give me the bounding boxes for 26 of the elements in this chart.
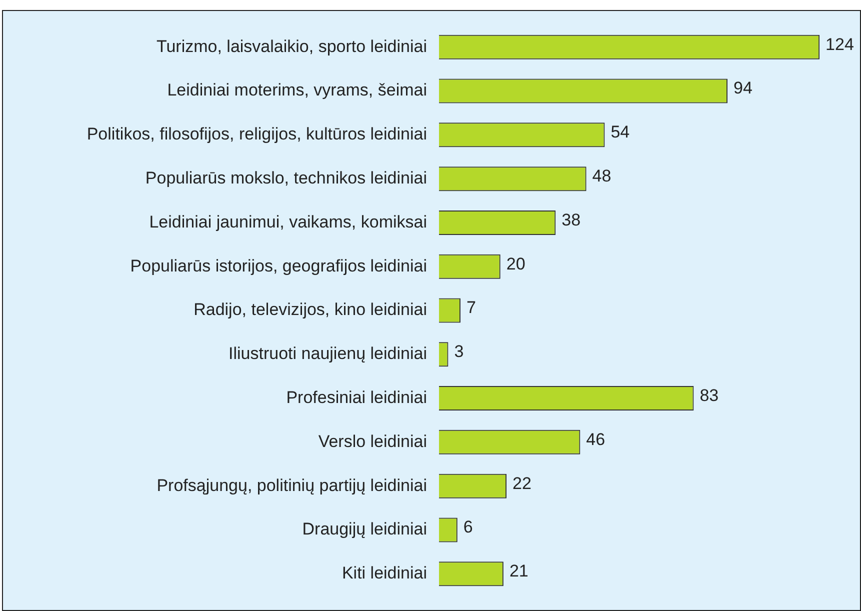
y-tick-label: Kiti leidiniai: [342, 564, 427, 583]
y-tick-label: Iliustruoti naujienų leidiniai: [228, 344, 427, 364]
data-label: 46: [586, 430, 606, 449]
y-tick-label: Turizmo, laisvalaikio, sporto leidiniai: [156, 36, 427, 56]
data-label: 124: [826, 34, 854, 54]
data-label: 3: [454, 342, 464, 362]
data-label: 6: [463, 518, 473, 537]
y-tick-label: Leidiniai moterims, vyrams, šeimai: [167, 80, 427, 100]
data-label: 48: [592, 166, 612, 186]
data-label: 54: [610, 122, 630, 142]
y-tick-label: Populiarūs istorijos, geografijos leidiniai: [130, 256, 427, 276]
y-tick-label: Draugijų leidiniai: [302, 520, 427, 539]
y-tick-label: Leidiniai jaunimui, vaikams, komiksai: [149, 212, 427, 232]
y-tick-label: Profsąjungų, politinių partijų leidiniai: [156, 476, 427, 495]
data-label: 83: [700, 386, 719, 405]
data-label: 21: [509, 562, 528, 581]
y-tick-label: Profesiniai leidiniai: [286, 388, 427, 407]
data-label: 7: [466, 298, 476, 318]
data-label: 22: [512, 474, 532, 493]
y-tick-label: Politikos, filosofijos, religijos, kultūros leidiniai: [86, 124, 427, 144]
data-label: 94: [733, 78, 752, 98]
data-label: 38: [562, 210, 581, 230]
y-tick-label: Verslo leidiniai: [318, 432, 427, 451]
y-tick-label: Radijo, televizijos, kino leidiniai: [194, 300, 427, 320]
y-tick-label: Populiarūs mokslo, technikos leidiniai: [145, 168, 427, 188]
data-label: 20: [506, 254, 526, 274]
